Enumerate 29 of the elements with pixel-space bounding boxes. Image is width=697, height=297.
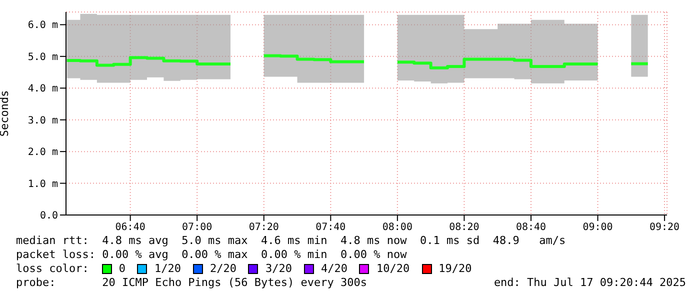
text: 19/20	[438, 262, 472, 276]
y-tick-label: 1.0 m	[28, 178, 58, 190]
text: end: Thu Jul 17 09:20:44 2025	[494, 276, 686, 290]
x-tick-label: 06:40	[115, 222, 146, 234]
text: 10/20	[376, 262, 410, 276]
x-tick-label: 07:20	[248, 222, 279, 234]
y-tick-label: 2.0 m	[28, 147, 58, 158]
text: loss color:	[16, 262, 89, 276]
x-tick-label: 07:40	[316, 222, 346, 234]
text: 2/20	[210, 262, 236, 276]
x-tick-label: 08:20	[449, 222, 480, 234]
text: median rtt: 4.8 ms avg 5.0 ms max 4.6 ms min 4.8 ms now 0.1 ms sd 48.9 am/s	[16, 234, 567, 248]
text: probe: 20 ICMP Echo Pings (56 Bytes) every 300s	[16, 276, 367, 290]
text: 3/20	[265, 262, 292, 276]
x-tick-label: 08:00	[382, 222, 412, 234]
y-tick-label: 5.0 m	[28, 52, 58, 63]
text: 4/20	[320, 262, 348, 276]
y-tick-label: 6.0 m	[28, 20, 58, 32]
text: 0	[118, 262, 126, 276]
x-tick-label: 09:20	[649, 222, 680, 234]
x-tick-label: 08:40	[516, 222, 546, 234]
y-tick-label: 4.0 m	[28, 84, 58, 95]
x-tick-label: 07:00	[182, 222, 212, 234]
y-axis-title: Seconds	[0, 90, 11, 137]
y-tick-label: 3.0 m	[28, 115, 58, 126]
text: 1/20	[154, 262, 181, 276]
x-tick-label: 09:00	[582, 222, 613, 234]
text: packet loss: 0.00 % avg 0.00 % max 0.00 % min 0.00 % now	[16, 248, 408, 262]
y-tick-label: 0.0	[40, 210, 58, 222]
